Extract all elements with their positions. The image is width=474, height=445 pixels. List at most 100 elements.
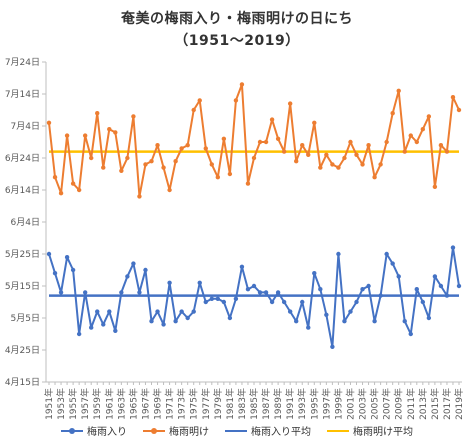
data-point-tsuyuiri bbox=[263, 290, 269, 295]
data-point-tsuyuake bbox=[95, 111, 100, 116]
x-tick-label: 1965年 bbox=[127, 388, 139, 420]
data-point-tsuyuake bbox=[444, 149, 450, 154]
data-point-tsuyuiri bbox=[197, 280, 202, 285]
legend-item-tsuyuake: 梅雨明け bbox=[143, 423, 209, 438]
x-tick-label: 1985年 bbox=[248, 388, 260, 420]
data-point-tsuyuake bbox=[420, 127, 426, 132]
data-point-tsuyuake bbox=[426, 114, 432, 119]
data-point-tsuyuiri bbox=[173, 319, 178, 324]
x-tick-label: 1999年 bbox=[332, 388, 344, 420]
data-point-tsuyuake bbox=[396, 88, 401, 94]
data-point-tsuyuake bbox=[185, 143, 190, 148]
x-tick-label: 1979年 bbox=[212, 388, 224, 420]
legend-label-tsuyuiri: 梅雨入り bbox=[87, 427, 127, 438]
legend-label-tsuyuake-avg: 梅雨明け平均 bbox=[353, 427, 413, 438]
x-tick-label: 1989年 bbox=[272, 388, 284, 420]
legend-item-tsuyuiri: 梅雨入り bbox=[61, 423, 127, 438]
data-point-tsuyuake bbox=[336, 165, 341, 170]
data-point-tsuyuiri bbox=[185, 315, 190, 321]
data-point-tsuyuake bbox=[360, 162, 365, 167]
y-tick-label: 7月14日 bbox=[5, 89, 40, 100]
x-tick-label: 2015年 bbox=[429, 388, 441, 420]
data-point-tsuyuake bbox=[324, 152, 329, 157]
data-point-tsuyuiri bbox=[456, 283, 462, 289]
data-point-tsuyuiri bbox=[119, 290, 124, 295]
legend: 梅雨入り 梅雨明け 梅雨入り平均 梅雨明け平均 bbox=[0, 423, 474, 438]
data-point-tsuyuiri bbox=[366, 283, 371, 289]
data-point-tsuyuake bbox=[366, 143, 371, 148]
data-point-tsuyuiri bbox=[125, 274, 130, 279]
data-point-tsuyuiri bbox=[402, 319, 407, 324]
data-point-tsuyuiri bbox=[324, 312, 329, 317]
data-point-tsuyuake bbox=[312, 120, 317, 126]
y-tick-label: 7月4日 bbox=[11, 121, 40, 132]
data-point-tsuyuiri bbox=[52, 271, 58, 276]
data-point-tsuyuiri bbox=[58, 290, 64, 295]
y-tick-label: 5月5日 bbox=[11, 313, 40, 324]
data-point-tsuyuake bbox=[438, 143, 444, 148]
data-point-tsuyuiri bbox=[287, 309, 293, 314]
data-point-tsuyuake bbox=[402, 149, 407, 154]
data-point-tsuyuiri bbox=[360, 287, 365, 292]
x-tick-label: 1959年 bbox=[91, 388, 103, 420]
data-point-tsuyuake bbox=[318, 165, 323, 170]
data-point-tsuyuiri bbox=[82, 290, 88, 295]
data-point-tsuyuiri bbox=[312, 271, 317, 276]
chart-subtitle: （1951～2019） bbox=[174, 33, 300, 49]
data-point-tsuyuiri bbox=[426, 315, 432, 321]
data-point-tsuyuake bbox=[52, 175, 58, 180]
data-point-tsuyuiri bbox=[251, 283, 257, 289]
data-point-tsuyuake bbox=[330, 162, 335, 167]
data-point-tsuyuiri bbox=[330, 344, 335, 349]
x-tick-label: 1995年 bbox=[308, 388, 320, 420]
data-point-tsuyuiri bbox=[306, 325, 311, 330]
y-tick-label: 4月15日 bbox=[5, 377, 40, 388]
data-point-tsuyuake bbox=[167, 187, 172, 193]
data-point-tsuyuiri bbox=[137, 290, 142, 295]
data-point-tsuyuiri bbox=[300, 299, 305, 305]
data-point-tsuyuake bbox=[348, 139, 353, 145]
legend-marker-tsuyuiri bbox=[61, 427, 83, 435]
data-point-tsuyuake bbox=[101, 165, 106, 170]
x-tick-label: 1981年 bbox=[224, 388, 236, 420]
data-point-tsuyuiri bbox=[245, 287, 251, 292]
data-point-tsuyuake bbox=[456, 107, 462, 113]
data-point-tsuyuiri bbox=[101, 322, 106, 327]
data-point-tsuyuake bbox=[408, 133, 413, 138]
data-point-tsuyuake bbox=[131, 114, 136, 119]
data-point-tsuyuake bbox=[46, 120, 52, 126]
x-tick-label: 2003年 bbox=[357, 388, 369, 420]
y-tick-label: 5月15日 bbox=[5, 281, 40, 292]
data-point-tsuyuake bbox=[390, 111, 395, 116]
x-tick-label: 1975年 bbox=[188, 388, 200, 420]
x-tick-label: 2001年 bbox=[344, 388, 356, 420]
data-point-tsuyuake bbox=[113, 130, 118, 135]
series-line-tsuyuake bbox=[48, 83, 460, 198]
data-point-tsuyuake bbox=[149, 159, 154, 164]
data-point-tsuyuake bbox=[251, 155, 257, 161]
data-point-tsuyuake bbox=[215, 175, 221, 180]
data-point-tsuyuiri bbox=[294, 319, 299, 324]
y-tick-label: 5月25日 bbox=[5, 249, 40, 260]
data-point-tsuyuiri bbox=[76, 331, 82, 337]
data-point-tsuyuiri bbox=[64, 255, 70, 260]
x-tick-label: 1955年 bbox=[67, 388, 79, 420]
data-point-tsuyuiri bbox=[191, 309, 196, 314]
data-point-tsuyuake bbox=[161, 165, 166, 170]
x-tick-label: 1961年 bbox=[103, 388, 115, 420]
data-point-tsuyuiri bbox=[444, 293, 450, 298]
data-point-tsuyuake bbox=[82, 133, 88, 138]
data-point-tsuyuiri bbox=[215, 296, 221, 301]
data-point-tsuyuake bbox=[263, 139, 269, 145]
data-point-tsuyuake bbox=[233, 98, 239, 103]
data-point-tsuyuake bbox=[227, 171, 233, 177]
data-point-tsuyuiri bbox=[203, 299, 208, 305]
data-point-tsuyuiri bbox=[318, 287, 323, 292]
data-point-tsuyuiri bbox=[233, 296, 239, 301]
data-point-tsuyuiri bbox=[384, 251, 389, 257]
data-point-tsuyuake bbox=[89, 155, 94, 161]
data-point-tsuyuiri bbox=[269, 299, 275, 305]
data-point-tsuyuiri bbox=[432, 274, 438, 279]
legend-label-tsuyuiri-avg: 梅雨入り平均 bbox=[251, 427, 311, 438]
